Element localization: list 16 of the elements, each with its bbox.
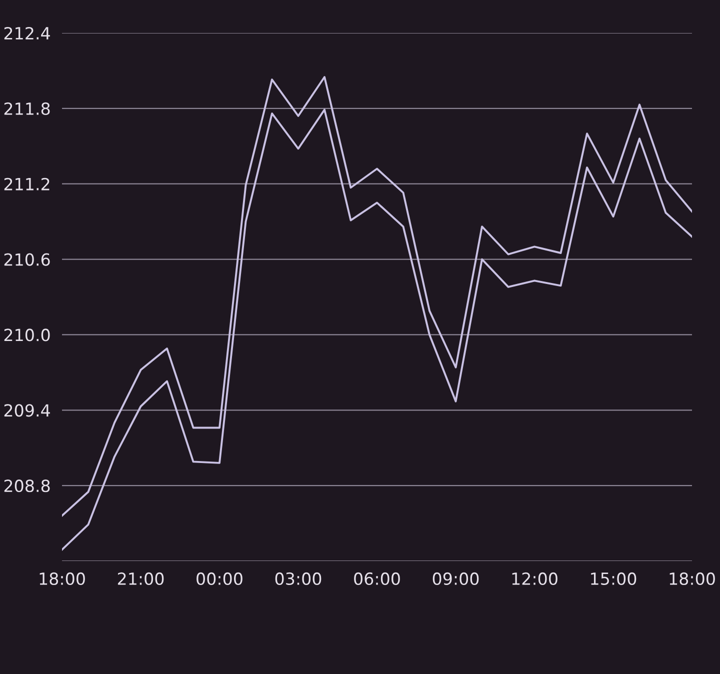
x-tick-label: 12:00: [512, 572, 558, 586]
y-tick-label: 211.2: [4, 178, 50, 190]
x-tick-label: 18:00: [670, 572, 715, 586]
y-tick-label: 208.8: [4, 480, 50, 492]
x-tick-label: 00:00: [196, 572, 242, 586]
x-tick-label: 06:00: [354, 572, 400, 586]
y-tick-label: 212.4: [4, 26, 50, 40]
y-tick-label: 210.0: [4, 328, 50, 342]
x-tick-label: 03:00: [275, 572, 322, 586]
y-tick-label: 210.6: [4, 253, 50, 266]
x-tick-label: 09:00: [432, 572, 479, 586]
y-tick-label: 211.8: [4, 102, 50, 115]
x-tick-label: 18:00: [40, 572, 85, 586]
x-tick-label: 15:00: [591, 572, 636, 586]
y-tick-label: 209.4: [4, 404, 50, 417]
x-tick-label: 21:00: [118, 572, 164, 586]
